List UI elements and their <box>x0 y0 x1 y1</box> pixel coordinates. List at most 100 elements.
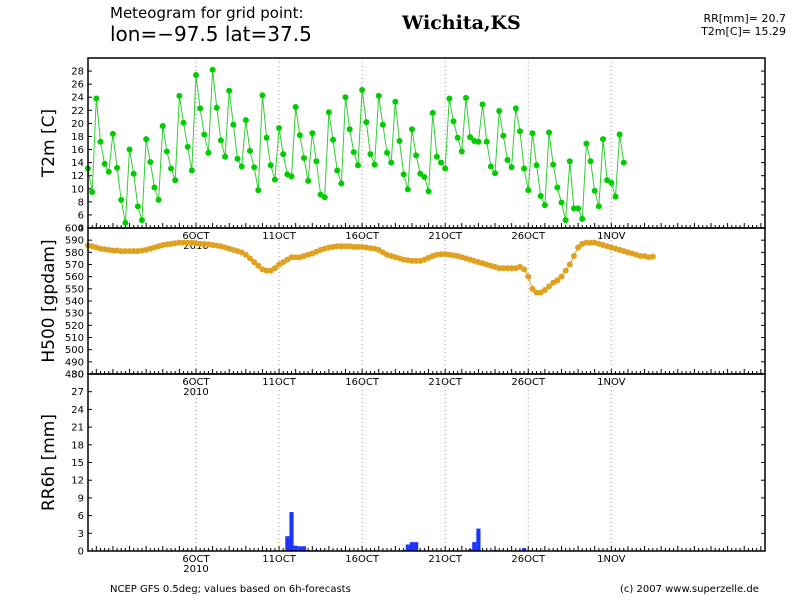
data-point <box>562 217 569 224</box>
data-point <box>450 118 457 125</box>
data-point <box>512 105 519 112</box>
y-tick-label: 590 <box>65 236 84 247</box>
data-point <box>583 140 590 147</box>
data-point <box>101 160 108 167</box>
data-point <box>188 167 195 174</box>
y-tick-label: 530 <box>65 309 84 320</box>
x-tick-sublabel: 2010 <box>183 564 208 575</box>
y-tick-label: 18 <box>71 132 84 143</box>
x-tick-sublabel: 2010 <box>183 387 208 398</box>
precip-bar <box>289 512 294 551</box>
panel-frame <box>87 373 766 552</box>
data-point <box>309 130 316 137</box>
data-point <box>246 255 253 262</box>
y-tick-label: 6 <box>78 210 84 221</box>
data-point <box>109 247 116 254</box>
data-point <box>388 159 395 166</box>
y-tick-label: 570 <box>65 260 84 271</box>
data-point <box>271 176 278 183</box>
data-point <box>138 217 145 224</box>
data-point <box>122 248 129 255</box>
data-point <box>143 136 150 143</box>
data-point <box>562 267 569 274</box>
x-tick-label: 26OCT <box>511 554 546 565</box>
data-point <box>384 149 391 156</box>
data-point <box>566 261 573 268</box>
data-point <box>521 165 528 172</box>
data-point <box>487 163 494 170</box>
data-point <box>371 161 378 168</box>
data-point <box>151 184 158 191</box>
data-point <box>620 159 627 166</box>
data-point <box>575 244 582 251</box>
data-point <box>354 162 361 169</box>
precip-bar <box>293 545 298 551</box>
data-point <box>595 203 602 210</box>
data-point <box>496 265 503 272</box>
data-point <box>537 192 544 199</box>
data-point <box>570 252 577 259</box>
y-tick-label: 18 <box>71 440 84 451</box>
data-point <box>429 109 436 116</box>
y-tick-label: 600 <box>65 224 84 235</box>
precip-bar <box>405 544 410 551</box>
precip-bar <box>414 542 419 551</box>
data-point <box>359 87 366 94</box>
data-point <box>197 105 204 112</box>
data-point <box>438 251 445 258</box>
y-tick-label: 27 <box>71 387 84 398</box>
data-point <box>521 266 528 273</box>
data-point <box>180 239 187 246</box>
data-point <box>587 158 594 165</box>
data-point <box>122 219 129 226</box>
y-tick-label: 520 <box>65 321 84 332</box>
data-point <box>321 194 328 201</box>
data-point <box>234 155 241 162</box>
data-point <box>541 287 548 294</box>
x-tick-sublabel: 2010 <box>183 241 208 252</box>
data-source-note: NCEP GFS 0.5deg; values based on 6h-fore… <box>110 584 351 595</box>
y-tick-label: 24 <box>71 405 84 416</box>
y-tick-label: 21 <box>71 423 84 434</box>
data-point <box>566 158 573 165</box>
data-point <box>350 149 357 156</box>
copyright-note: (c) 2007 www.superzelle.de <box>620 584 759 595</box>
data-point <box>608 179 615 186</box>
station-name: Wichita,KS <box>402 12 521 34</box>
data-point <box>118 248 125 255</box>
data-point <box>255 187 262 194</box>
data-point <box>134 203 141 210</box>
data-point <box>280 151 287 158</box>
data-point <box>575 205 582 212</box>
y-tick-label: 3 <box>78 529 84 540</box>
y-tick-label: 0 <box>78 547 84 558</box>
data-point <box>616 131 623 138</box>
data-point <box>529 130 536 137</box>
data-point <box>504 265 511 272</box>
data-point <box>637 252 644 259</box>
data-point <box>305 177 312 184</box>
data-point <box>176 92 183 99</box>
data-point <box>334 243 341 250</box>
data-point <box>558 273 565 280</box>
data-point <box>554 277 561 284</box>
data-point <box>292 104 299 111</box>
data-point <box>504 157 511 163</box>
y-tick-label: 26 <box>71 80 84 91</box>
y-tick-label: 14 <box>71 158 84 169</box>
data-point <box>500 265 507 272</box>
data-point <box>462 94 469 101</box>
data-point <box>342 94 349 101</box>
y-tick-label: 510 <box>65 333 84 344</box>
x-tick-label: 11OCT <box>262 554 297 565</box>
data-point <box>400 171 407 178</box>
data-point <box>192 72 199 78</box>
data-point <box>479 101 486 108</box>
data-point <box>251 164 258 171</box>
data-point <box>222 153 229 160</box>
data-point <box>541 202 548 209</box>
data-point <box>375 92 382 99</box>
